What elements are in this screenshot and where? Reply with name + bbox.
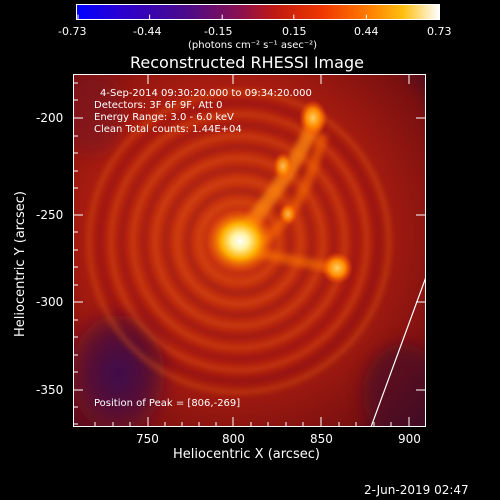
peak-position-label: Position of Peak = [806,-269] <box>94 398 241 409</box>
clean-counts-label: Clean Total counts: 1.44E+04 <box>94 124 242 135</box>
generated-timestamp: 2-Jun-2019 02:47 <box>364 483 469 497</box>
colorbar-tick-label: 0.73 <box>427 25 452 38</box>
y-tick-label: -350 <box>36 383 64 397</box>
x-axis-label: Heliocentric X (arcsec) <box>173 447 320 462</box>
y-tick-label: -250 <box>36 208 64 222</box>
y-tick-label: -200 <box>36 111 64 125</box>
energy-range-label: Energy Range: 3.0 - 6.0 keV <box>94 112 234 123</box>
rhessi-image <box>73 74 426 427</box>
x-tick-label: 900 <box>398 432 421 446</box>
colorbar-tick-label: -0.44 <box>133 25 162 38</box>
detectors-label: Detectors: 3F 6F 9F, Att 0 <box>94 100 223 111</box>
colorbar-tick-label: 0.44 <box>354 25 379 38</box>
axis-ticks <box>73 74 426 427</box>
plot-title: Reconstructed RHESSI Image <box>130 53 364 72</box>
colorbar-tick-label: -0.73 <box>58 25 87 38</box>
colorbar-tick-label: 0.15 <box>282 25 307 38</box>
x-tick-label: 750 <box>136 432 159 446</box>
colorbar-units-label: (photons cm⁻² s⁻¹ asec⁻²) <box>188 40 318 51</box>
y-axis-label: Heliocentric Y (arcsec) <box>12 191 28 337</box>
time-range-label: 4-Sep-2014 09:30:20.000 to 09:34:20.000 <box>100 88 312 99</box>
y-tick-label: -300 <box>36 295 64 309</box>
colorbar-tick-label: -0.15 <box>204 25 233 38</box>
x-tick-label: 850 <box>310 432 333 446</box>
colorbar <box>76 4 440 20</box>
x-tick-label: 800 <box>222 432 245 446</box>
